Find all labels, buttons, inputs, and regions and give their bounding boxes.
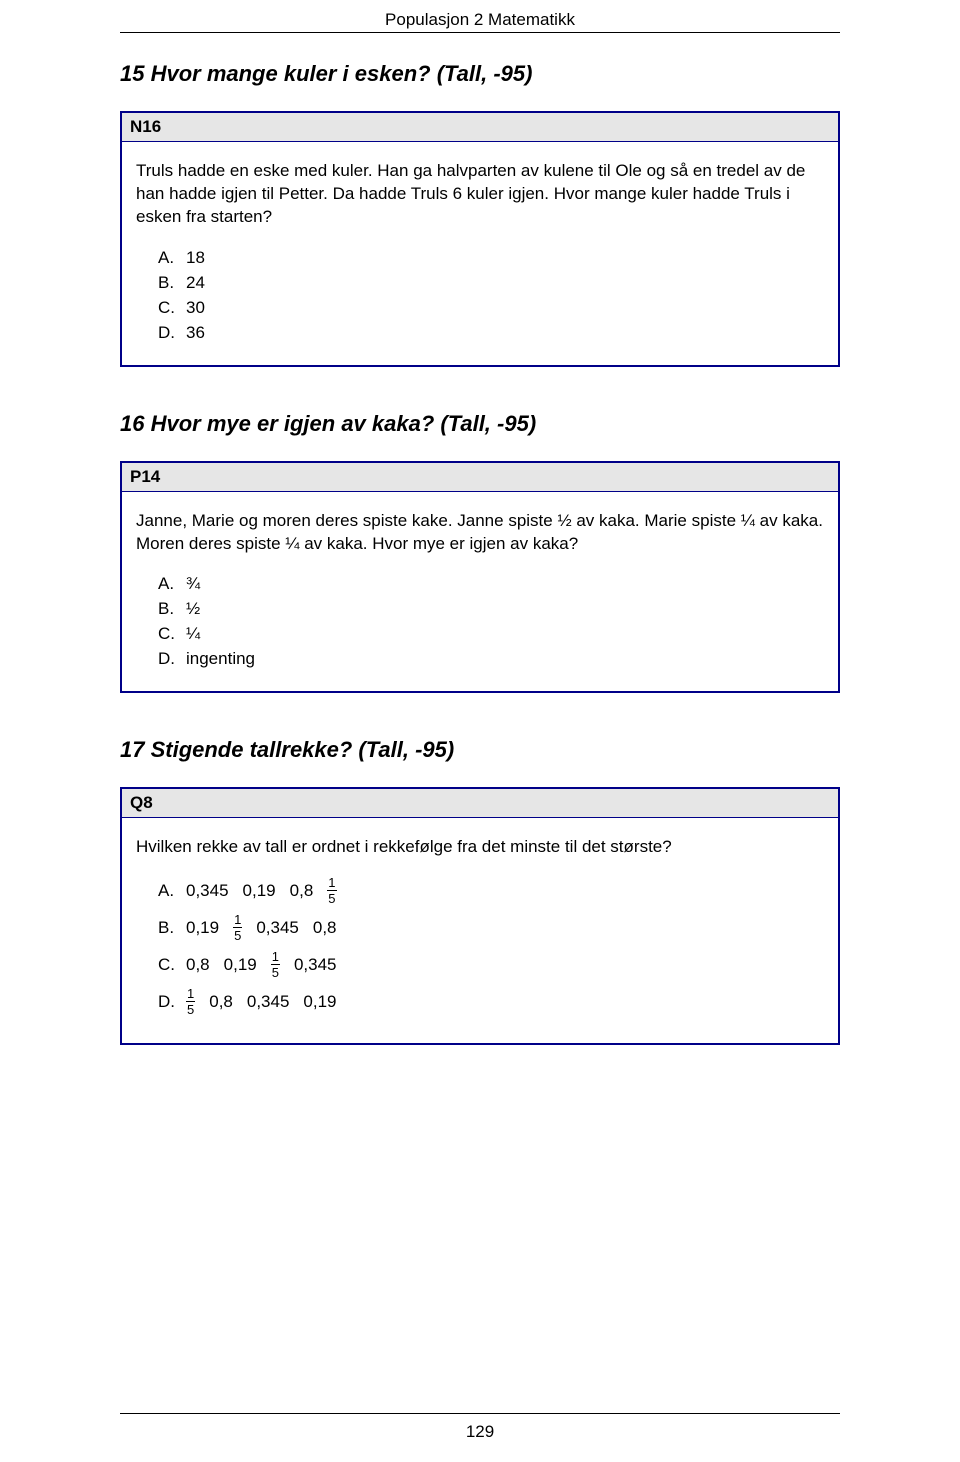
- page-number: 129: [0, 1422, 960, 1442]
- fraction-denominator: 5: [327, 890, 336, 905]
- number-value: 0,8: [209, 991, 233, 1014]
- fraction: 15: [233, 913, 242, 942]
- option-label: B.: [158, 917, 186, 940]
- option-row: B. 24: [158, 272, 824, 295]
- options-list: A. ¾ B. ½ C. ¼ D. ingenting: [136, 573, 824, 671]
- option-value: 0,19 15 0,345 0,8: [186, 914, 337, 943]
- number-value: 0,8: [186, 954, 210, 977]
- number-value: 0,345: [294, 954, 337, 977]
- option-row: D. 36: [158, 322, 824, 345]
- option-row: D. ingenting: [158, 648, 824, 671]
- option-label: A.: [158, 880, 186, 903]
- option-value: ingenting: [186, 648, 255, 671]
- option-label: B.: [158, 272, 186, 295]
- question-body: Truls hadde en eske med kuler. Han ga ha…: [122, 142, 838, 365]
- option-label: C.: [158, 623, 186, 646]
- fraction: 15: [327, 876, 336, 905]
- option-value: 18: [186, 247, 205, 270]
- option-row: B. ½: [158, 598, 824, 621]
- question-text: Janne, Marie og moren deres spiste kake.…: [136, 510, 824, 556]
- option-row: A. 18: [158, 247, 824, 270]
- question-text: Hvilken rekke av tall er ordnet i rekkef…: [136, 836, 824, 859]
- option-row: D.15 0,8 0,345 0,19: [158, 988, 824, 1017]
- fraction-numerator: 1: [271, 950, 280, 964]
- number-value: 0,345: [186, 880, 229, 903]
- option-value: ½: [186, 598, 200, 621]
- option-label: D.: [158, 991, 186, 1014]
- question-body: Janne, Marie og moren deres spiste kake.…: [122, 492, 838, 692]
- number-value: 0,345: [256, 917, 299, 940]
- fraction-denominator: 5: [186, 1001, 195, 1016]
- header-rule: [120, 32, 840, 33]
- header-title: Populasjon 2 Matematikk: [120, 10, 840, 30]
- number-value: 0,19: [303, 991, 336, 1014]
- option-label: A.: [158, 247, 186, 270]
- section-title-15: 15 Hvor mange kuler i esken? (Tall, -95): [120, 61, 840, 87]
- section-title-17: 17 Stigende tallrekke? (Tall, -95): [120, 737, 840, 763]
- option-value: 0,8 0,19 15 0,345: [186, 951, 337, 980]
- option-row: C. 30: [158, 297, 824, 320]
- options-list: A.0,3450,190,815B.0,19150,3450,8C.0,80,1…: [136, 877, 824, 1017]
- option-label: D.: [158, 322, 186, 345]
- number-value: 0,8: [290, 880, 314, 903]
- option-row: A. ¾: [158, 573, 824, 596]
- question-id: N16: [122, 113, 838, 142]
- footer-rule: [120, 1413, 840, 1414]
- option-label: B.: [158, 598, 186, 621]
- option-value: 36: [186, 322, 205, 345]
- option-value: ¼: [186, 623, 200, 646]
- number-value: 0,19: [243, 880, 276, 903]
- number-value: 0,19: [224, 954, 257, 977]
- option-value: 30: [186, 297, 205, 320]
- number-value: 0,8: [313, 917, 337, 940]
- fraction-denominator: 5: [271, 964, 280, 979]
- question-id: Q8: [122, 789, 838, 818]
- number-value: 0,19: [186, 917, 219, 940]
- option-row: A.0,345 0,19 0,8 15: [158, 877, 824, 906]
- fraction-numerator: 1: [186, 987, 195, 1001]
- question-id: P14: [122, 463, 838, 492]
- option-value: 15 0,8 0,345 0,19: [186, 988, 337, 1017]
- fraction-numerator: 1: [233, 913, 242, 927]
- options-list: A. 18 B. 24 C. 30 D. 36: [136, 247, 824, 345]
- question-box-q8: Q8 Hvilken rekke av tall er ordnet i rek…: [120, 787, 840, 1045]
- option-row: C. ¼: [158, 623, 824, 646]
- option-label: C.: [158, 954, 186, 977]
- question-body: Hvilken rekke av tall er ordnet i rekkef…: [122, 818, 838, 1043]
- page-content: Populasjon 2 Matematikk 15 Hvor mange ku…: [0, 0, 960, 1045]
- fraction-numerator: 1: [327, 876, 336, 890]
- section-title-16: 16 Hvor mye er igjen av kaka? (Tall, -95…: [120, 411, 840, 437]
- option-label: C.: [158, 297, 186, 320]
- option-row: C.0,8 0,19 15 0,345: [158, 951, 824, 980]
- question-text: Truls hadde en eske med kuler. Han ga ha…: [136, 160, 824, 229]
- option-label: A.: [158, 573, 186, 596]
- question-box-p14: P14 Janne, Marie og moren deres spiste k…: [120, 461, 840, 694]
- option-value: 24: [186, 272, 205, 295]
- question-box-n16: N16 Truls hadde en eske med kuler. Han g…: [120, 111, 840, 367]
- option-label: D.: [158, 648, 186, 671]
- option-value: 0,345 0,19 0,8 15: [186, 877, 337, 906]
- option-value: ¾: [186, 573, 200, 596]
- fraction: 15: [271, 950, 280, 979]
- option-row: B.0,19 15 0,345 0,8: [158, 914, 824, 943]
- number-value: 0,345: [247, 991, 290, 1014]
- fraction-denominator: 5: [233, 927, 242, 942]
- fraction: 15: [186, 987, 195, 1016]
